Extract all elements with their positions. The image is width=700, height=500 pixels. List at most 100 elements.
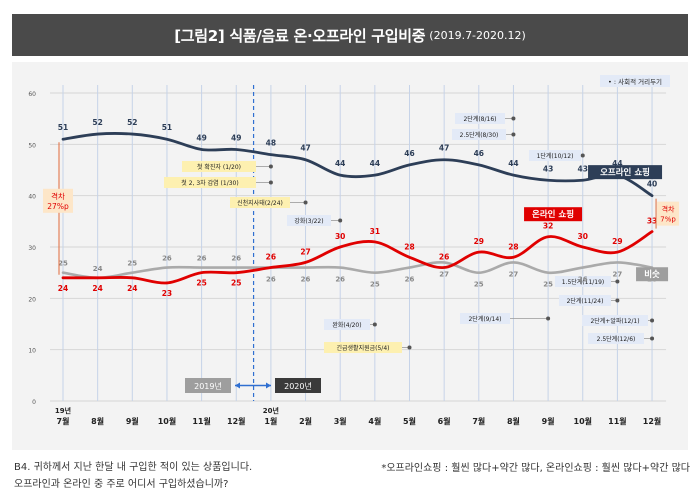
x-tick-label: 8월 [91, 416, 104, 426]
survey-question-line2: 오프라인과 온라인 중 주로 어디서 구입하셨습니까? [14, 479, 229, 490]
period-button-label: 2020년 [284, 381, 312, 391]
event-annotation-label: 강화(3/22) [294, 217, 323, 225]
event-annotation-label: 완화(4/20) [332, 321, 361, 329]
chart-title-bar: [그림2] 식품/음료 온·오프라인 구입비중 (2019.7-2020.12) [12, 14, 688, 56]
survey-question: B4. 귀하께서 지난 한달 내 구입한 적이 있는 상품입니다. 오프라인과 … [14, 459, 354, 493]
gap-label: 격차 [662, 205, 675, 214]
survey-question-line1: B4. 귀하께서 지난 한달 내 구입한 적이 있는 상품입니다. [14, 462, 253, 473]
line-chart: 0 10 20 30 40 50 60 7월 8월 9월 10월 11월 12월 1월 2월 3월 4월 5월 6월… [28, 75, 680, 426]
series-line [61, 261, 654, 280]
legend-label: 오프라인 쇼핑 [600, 167, 650, 178]
period-button-2019 [185, 378, 231, 393]
x-tick-label: 1월 [264, 416, 277, 426]
event-annotation-label: 2단계+알파(12/1) [590, 317, 639, 325]
period-arrow-head [266, 382, 271, 389]
y-tick-label: 20 [28, 296, 36, 303]
period-button-label: 2019년 [194, 381, 222, 391]
year-label: 20년 [263, 406, 279, 415]
data-label: 26 [405, 276, 415, 284]
event-annotation-box [529, 150, 581, 161]
series-line [61, 230, 654, 285]
data-label: 47 [439, 144, 449, 153]
x-tick-label: 12월 [227, 416, 246, 426]
gap-box [43, 188, 73, 213]
event-annotation-label: 신천지사태(2/24) [237, 199, 283, 207]
event-annotation-label: 2단계(11/24) [567, 297, 604, 305]
data-label: 26 [266, 253, 276, 262]
event-annotation-dot [580, 153, 585, 158]
event-annotation-box [164, 177, 256, 188]
event-annotation-box [287, 215, 331, 226]
data-label: 26 [578, 276, 588, 284]
chart-title: [그림2] 식품/음료 온·오프라인 구입비중 [174, 26, 426, 45]
legend-note-box [600, 75, 670, 87]
data-label: 31 [370, 227, 380, 236]
event-annotation-dot [615, 279, 620, 284]
y-tick-label: 0 [32, 399, 36, 406]
event-annotation-dot [268, 180, 273, 185]
data-label: 28 [404, 242, 414, 251]
legend-badge-online [524, 207, 583, 222]
data-label: 52 [127, 118, 137, 127]
y-tick-label: 40 [28, 194, 36, 201]
x-tick-label: 12월 [643, 416, 662, 426]
data-label: 25 [127, 260, 137, 268]
data-label: 49 [196, 133, 206, 142]
data-label: 46 [474, 149, 484, 158]
event-annotation-label: 1.5단계(11/19) [562, 278, 605, 286]
y-tick-label: 60 [28, 91, 36, 98]
data-label: 27 [613, 270, 623, 278]
x-tick-label: 2월 [299, 416, 312, 426]
data-label: 44 [335, 159, 345, 168]
data-label: 26 [231, 255, 241, 263]
x-tick-label: 10월 [158, 416, 177, 426]
gap-label: 7%p [660, 216, 676, 224]
data-label: 40 [647, 180, 657, 189]
data-label: 25 [58, 260, 68, 268]
gap-label: 격차 [51, 191, 65, 201]
data-label: 52 [92, 118, 102, 127]
data-label: 43 [578, 164, 588, 173]
data-label: 49 [231, 133, 241, 142]
event-annotation-label: 2.5단계(12/6) [597, 335, 636, 343]
data-label: 26 [439, 253, 449, 262]
gap-label: 27%p [47, 202, 69, 211]
data-label: 44 [508, 159, 518, 168]
data-label: 26 [301, 276, 311, 284]
data-label: 46 [404, 149, 414, 158]
y-tick-label: 50 [28, 142, 36, 149]
definition-note: *오프라인쇼핑 : 훨씬 많다+약간 많다, 온라인쇼핑 : 훨씬 많다+약간 … [381, 463, 690, 474]
data-label: 23 [162, 289, 172, 298]
event-annotation-box [559, 295, 611, 306]
event-annotation-box [460, 313, 510, 324]
event-annotation-box [555, 276, 611, 287]
x-tick-label: 7월 [472, 416, 485, 426]
x-tick-label: 11월 [192, 416, 211, 426]
legend-label: 비슷 [644, 269, 660, 280]
data-label: 24 [127, 284, 137, 293]
event-annotation-box [230, 197, 290, 208]
event-annotation-dot [511, 116, 516, 121]
event-annotation-dot [615, 298, 620, 303]
y-tick-label: 30 [28, 245, 36, 252]
data-label: 29 [474, 237, 484, 246]
data-label: 25 [474, 281, 484, 289]
chart-panel: 0 10 20 30 40 50 60 7월 8월 9월 10월 11월 12월 1월 2월 3월 4월 5월 6월… [12, 62, 688, 450]
event-annotation-box [324, 319, 370, 330]
chart-period: (2019.7-2020.12) [429, 28, 526, 42]
event-annotation-label: 첫 확진자 (1/20) [197, 163, 241, 171]
event-annotation-dot [511, 132, 516, 137]
data-label: 26 [335, 276, 345, 284]
event-annotation-dot [338, 218, 343, 223]
legend-note-text: • : 사회적 거리두기 [608, 77, 662, 86]
period-button-2020 [275, 378, 321, 393]
event-annotation-box [324, 342, 402, 353]
y-tick-label: 10 [28, 348, 36, 355]
x-tick-label: 4월 [368, 416, 381, 426]
data-label: 24 [93, 265, 103, 273]
event-annotation-box [452, 129, 506, 140]
data-label: 32 [543, 222, 553, 231]
legend-label: 온라인 쇼핑 [532, 209, 574, 220]
event-annotation-box [455, 113, 505, 124]
data-label: 44 [370, 159, 380, 168]
